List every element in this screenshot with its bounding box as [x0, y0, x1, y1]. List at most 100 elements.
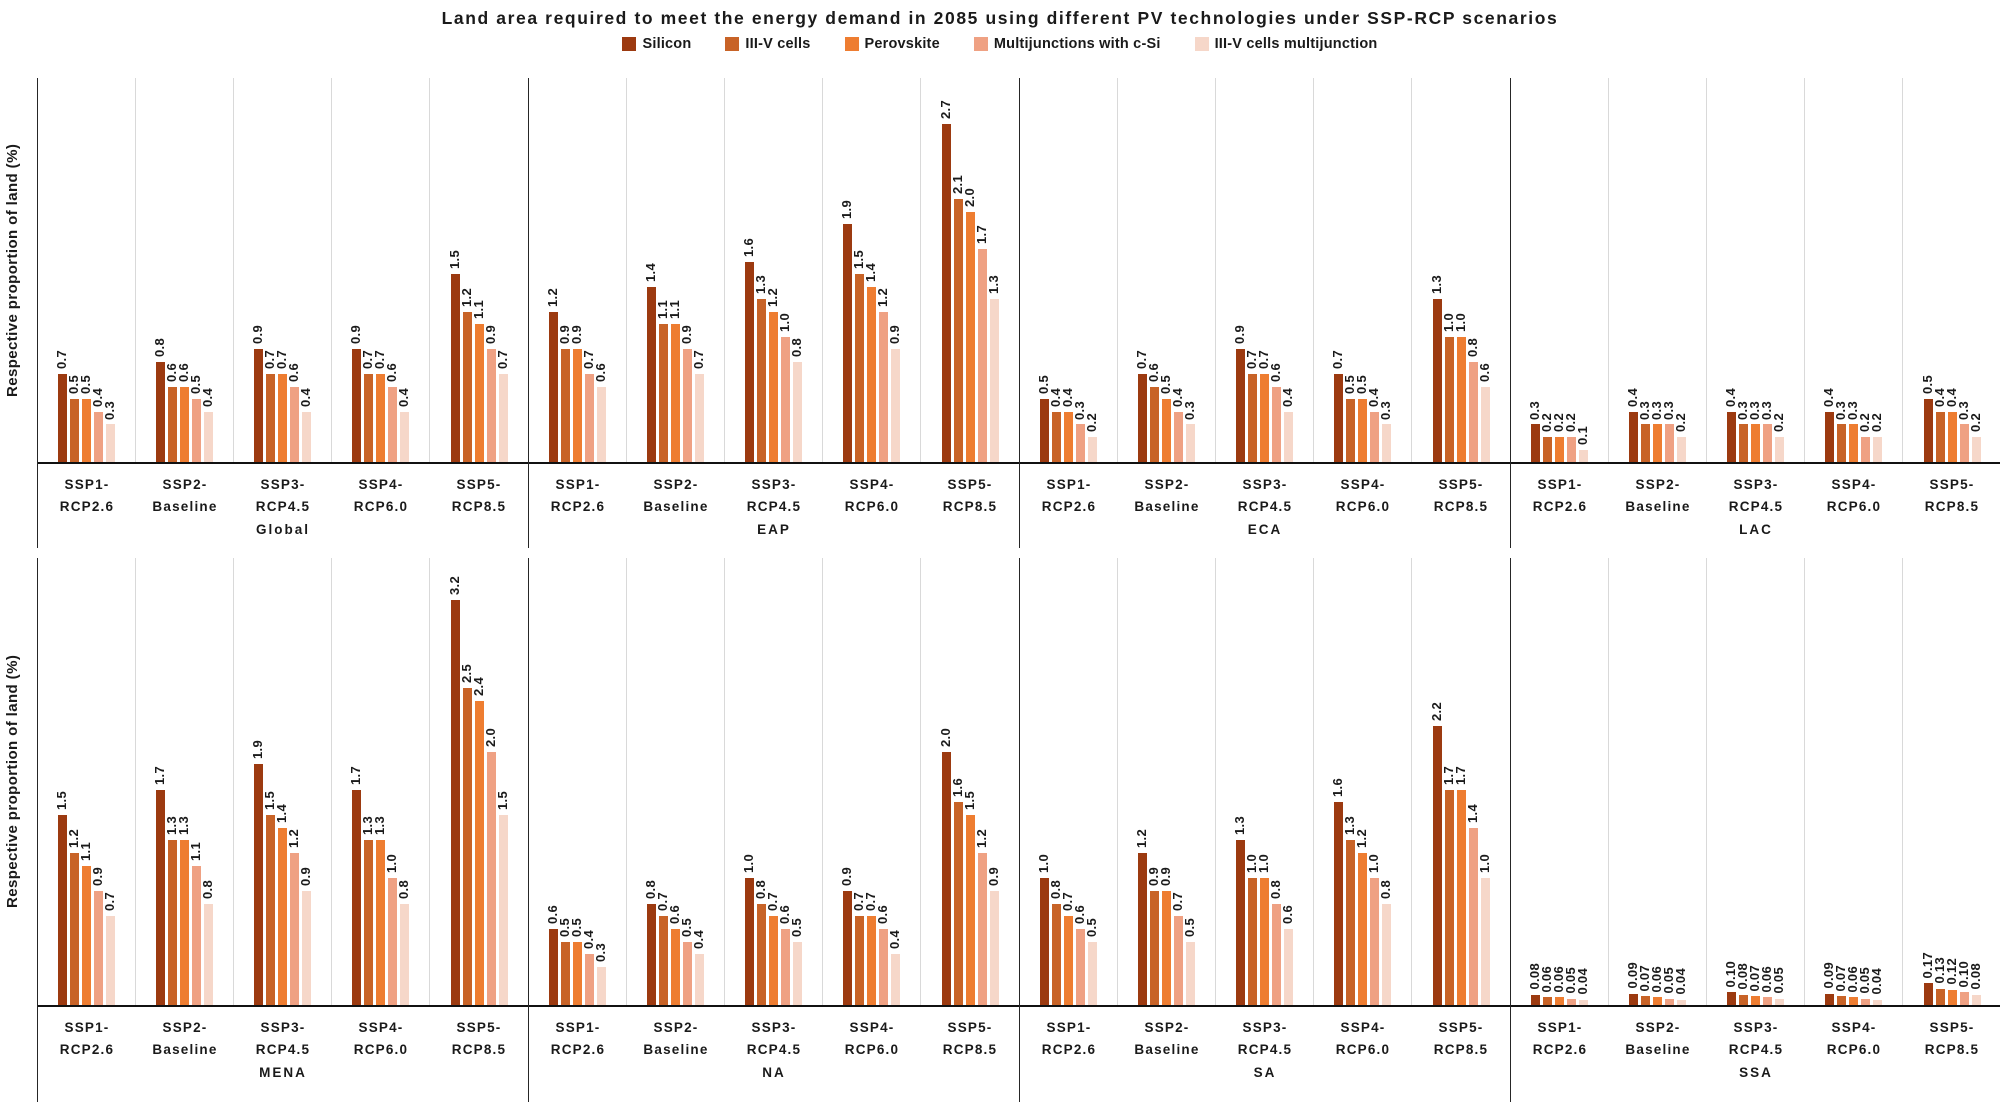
bar-iii-v-cells	[266, 374, 275, 462]
bar-column: 0.6	[875, 558, 890, 1005]
bar-value-label: 0.9	[250, 325, 265, 345]
axis-label-strip: SSP1- RCP2.6 SSP2- Baseline SSP3- RCP4.5 SSP4-…	[529, 1007, 1019, 1102]
bar-multijunctions-with-c-si	[1959, 992, 1969, 1005]
bar-perovskite	[1751, 996, 1760, 1005]
bar-perovskite	[82, 865, 91, 1005]
bar-iii-v-cells-multijunction	[1480, 386, 1490, 462]
bar-value-label: 0.3	[1378, 400, 1393, 420]
bar-column: 0.5	[789, 558, 804, 1005]
scenario-label: SSP4- RCP6.0	[844, 1020, 900, 1058]
scenario-label: SSP5- RCP8.5	[1433, 1020, 1489, 1058]
bar-value-label: 1.0	[1476, 854, 1492, 874]
scenario-bar-group: 1.7 1.3 1.3 1.1 0.8	[136, 558, 234, 1005]
bar-column: 0.4	[1060, 78, 1075, 462]
bar-value-label: 1.3	[1232, 816, 1247, 836]
bar-silicon	[1040, 878, 1049, 1005]
region-panel-ssa: 0.08 0.06 0.06 0.05 0.04 0.09 0.07 0.06 0.05 0.04…	[1511, 558, 2000, 1102]
scenario-label: SSP5- RCP8.5	[942, 477, 998, 515]
bar-column: 0.7	[262, 78, 277, 462]
legend-item: Multijunctions with c-Si	[973, 36, 1161, 52]
bar-perovskite	[769, 916, 778, 1005]
bar-value-label: 1.9	[839, 200, 854, 220]
bar-multijunctions-with-c-si	[1370, 411, 1379, 462]
bar-iii-v-cells-multijunction	[989, 299, 999, 462]
bar-iii-v-cells-multijunction	[891, 954, 900, 1005]
bar-iii-v-cells-multijunction	[793, 361, 802, 462]
scenario-label: SSP4- RCP6.0	[844, 477, 900, 515]
bar-silicon	[745, 878, 754, 1005]
bar-value-label: 0.8	[1464, 337, 1480, 357]
bar-value-label: 1.3	[1428, 275, 1444, 295]
bar-perovskite	[1456, 336, 1466, 462]
bar-column: 1.1	[471, 78, 486, 462]
bar-column: 0.12	[1944, 558, 1959, 1005]
bar-column: 0.8	[1268, 558, 1283, 1005]
bar-column: 0.9	[557, 78, 572, 462]
bar-column: 1.0	[1244, 558, 1259, 1005]
bar-iii-v-cells	[1837, 424, 1846, 462]
bar-value-label: 1.2	[545, 287, 560, 307]
bar-value-label: 0.9	[985, 867, 1001, 887]
scenario-bar-group: 1.6 1.3 1.2 1.0 0.8	[1314, 558, 1412, 1005]
bar-column: 1.0	[777, 78, 792, 462]
bar-value-label: 0.3	[102, 400, 117, 420]
scenario-label: SSP4- RCP6.0	[353, 477, 409, 515]
bar-column: 0.9	[90, 558, 105, 1005]
bar-iii-v-cells	[1052, 903, 1061, 1005]
legend-color-swatch	[622, 37, 637, 51]
bar-column: 0.2	[1539, 78, 1554, 462]
scenario-bar-group: 0.7 0.5 0.5 0.4 0.3	[38, 78, 136, 462]
bar-column: 0.5	[557, 558, 572, 1005]
bar-column: 0.3	[1735, 78, 1750, 462]
bar-column: 0.07	[1637, 558, 1652, 1005]
bar-column: 1.2	[1354, 558, 1369, 1005]
bar-value-label: 1.3	[985, 275, 1001, 295]
bar-multijunctions-with-c-si	[94, 411, 103, 462]
bar-value-label: 0.05	[1771, 967, 1786, 994]
bar-column: 0.6	[286, 78, 301, 462]
scenario-bar-group: 1.0 0.8 0.7 0.6 0.5	[1020, 558, 1118, 1005]
bar-silicon	[156, 789, 165, 1005]
bar-column: 0.7	[863, 558, 878, 1005]
bar-iii-v-cells-multijunction	[1971, 994, 1981, 1005]
bar-perovskite	[1849, 997, 1858, 1005]
bar-value-label: 1.0	[1452, 312, 1468, 332]
bar-column: 0.4	[298, 78, 313, 462]
bar-value-label: 0.2	[1084, 413, 1099, 432]
bar-column: 0.6	[1146, 78, 1161, 462]
region-panel-global: 0.7 0.5 0.5 0.4 0.3 0.8 0.6 0.6 0.5 0.4 0.9 0.7 0.7 0…	[38, 78, 529, 548]
scenario-bar-group: 2.7 2.1 2.0 1.7 1.3	[921, 78, 1019, 462]
bar-value-label: 3.2	[446, 575, 462, 595]
bar-column: 0.7	[581, 78, 596, 462]
bar-column: 1.6	[1330, 558, 1345, 1005]
scenario-bar-group: 0.08 0.06 0.06 0.05 0.04	[1511, 558, 1609, 1005]
bar-perovskite	[1358, 399, 1367, 462]
scenario-label: SSP5- RCP8.5	[451, 1020, 507, 1058]
bar-column: 0.5	[1158, 78, 1173, 462]
bar-iii-v-cells	[1248, 878, 1257, 1005]
bar-multijunctions-with-c-si	[1076, 929, 1085, 1005]
bar-column: 1.4	[643, 78, 658, 462]
bar-value-label: 1.1	[470, 300, 486, 320]
bar-value-label: 0.7	[691, 350, 706, 370]
bar-iii-v-cells	[1739, 994, 1748, 1005]
bar-iii-v-cells	[1739, 424, 1748, 462]
bar-column: 0.3	[1649, 78, 1664, 462]
bar-multijunctions-with-c-si	[1763, 424, 1772, 462]
bar-column: 2.0	[483, 558, 498, 1005]
bar-column: 0.5	[679, 558, 694, 1005]
bar-perovskite	[1162, 891, 1171, 1005]
scenario-label: SSP2- Baseline	[1625, 1020, 1691, 1058]
bar-column: 1.7	[152, 558, 167, 1005]
bar-value-label: 0.7	[102, 892, 117, 912]
bar-column: 2.0	[938, 558, 953, 1005]
bar-multijunctions-with-c-si	[879, 929, 888, 1005]
legend-label: III-V cells	[745, 36, 811, 52]
axis-label-strip: SSP1- RCP2.6 SSP2- Baseline SSP3- RCP4.5 SSP4-…	[1020, 464, 1510, 548]
bar-column: 2.4	[471, 558, 486, 1005]
bar-column: 0.06	[1649, 558, 1664, 1005]
bar-iii-v-cells-multijunction	[204, 903, 213, 1005]
bar-iii-v-cells	[1346, 840, 1355, 1005]
bar-iii-v-cells-multijunction	[498, 374, 508, 462]
bar-iii-v-cells-multijunction	[302, 411, 311, 462]
